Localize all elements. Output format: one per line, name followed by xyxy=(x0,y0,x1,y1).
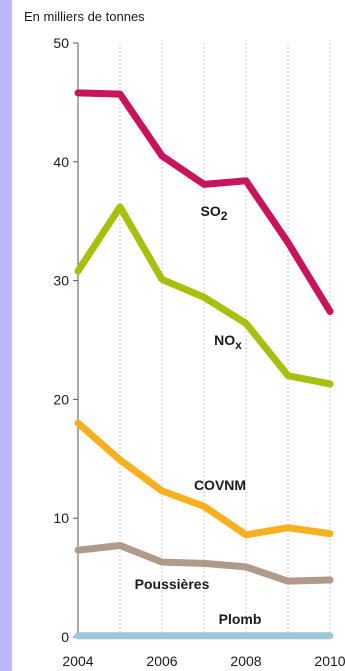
x-tick-label-2008: 2008 xyxy=(230,653,261,669)
y-tick-label-20: 20 xyxy=(53,391,69,407)
y-tick-label-0: 0 xyxy=(61,629,69,645)
y-axis-unit-label: En milliers de tonnes xyxy=(24,9,145,24)
y-tick-label-40: 40 xyxy=(53,154,69,170)
series-label-0: SO2 xyxy=(201,203,228,223)
series-label-4: Plomb xyxy=(219,611,262,627)
series-line-1 xyxy=(74,203,334,388)
x-tick-label-2006: 2006 xyxy=(146,653,177,669)
y-tick-label-10: 10 xyxy=(53,510,69,526)
series-label-1: NOx xyxy=(214,332,242,352)
series-label-3: Poussières xyxy=(135,576,210,592)
y-tick-label-50: 50 xyxy=(53,35,69,51)
x-tick-label-2004: 2004 xyxy=(62,653,93,669)
x-tick-label-2010: 2010 xyxy=(314,653,345,669)
y-tick-label-30: 30 xyxy=(53,273,69,289)
series-label-2: COVNM xyxy=(194,477,246,493)
